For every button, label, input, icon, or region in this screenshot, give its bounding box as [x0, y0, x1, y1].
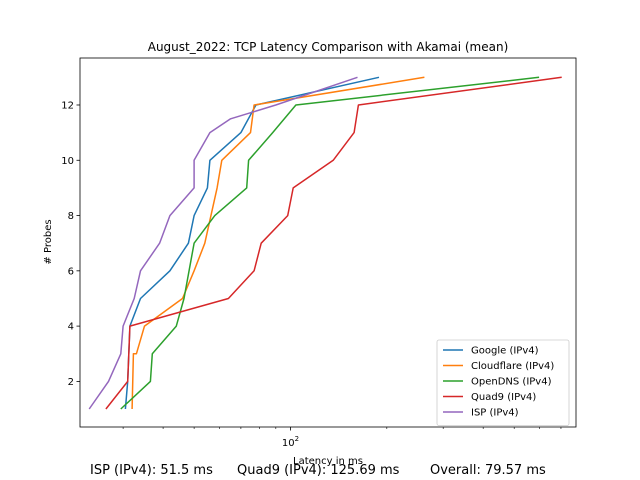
- plot-frame: [79, 57, 577, 428]
- y-tick-label-12: 12: [61, 100, 74, 111]
- legend-label-1: Cloudflare (IPv4): [471, 361, 554, 372]
- y-axis-label: # Probes: [43, 219, 54, 264]
- y-tick-label-6: 6: [68, 266, 74, 277]
- quad9-mean-text: Quad9 (IPv4): 125.69 ms: [237, 463, 400, 478]
- series-line-4: [88, 76, 358, 410]
- legend-label-3: Quad9 (IPv4): [471, 392, 536, 403]
- y-tick-label-2: 2: [68, 377, 74, 388]
- legend: Google (IPv4) Cloudflare (IPv4) OpenDNS (I…: [436, 339, 570, 426]
- chart-title: August_2022: TCP Latency Comparison with…: [148, 40, 509, 54]
- overall-mean-text: Overall: 79.57 ms: [430, 463, 546, 478]
- series-layer: [88, 76, 562, 410]
- legend-label-4: ISP (IPv4): [471, 408, 519, 419]
- series-line-3: [105, 76, 562, 410]
- axis-layer: 2 4 6 8 10 12 102: [61, 57, 577, 449]
- summary-footer: ISP (IPv4): 51.5 ms Quad9 (IPv4): 125.69…: [0, 463, 640, 480]
- legend-label-2: OpenDNS (IPv4): [471, 377, 552, 388]
- y-tick-label-4: 4: [68, 322, 74, 333]
- y-tick-label-8: 8: [68, 211, 74, 222]
- isp-mean-text: ISP (IPv4): 51.5 ms: [90, 463, 213, 478]
- series-line-2: [120, 76, 540, 410]
- x-axis-label: Latency in ms: [293, 456, 363, 467]
- y-tick-label-10: 10: [61, 156, 74, 167]
- legend-label-0: Google (IPv4): [471, 346, 539, 357]
- legend-box: [436, 339, 570, 426]
- series-line-1: [131, 76, 425, 410]
- x-tick-label-100: 102: [282, 435, 299, 449]
